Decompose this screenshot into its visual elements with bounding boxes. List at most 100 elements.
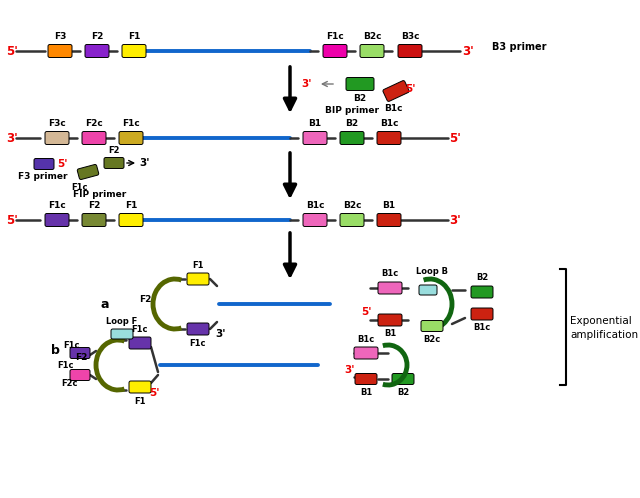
Text: F3: F3 — [54, 32, 66, 41]
FancyBboxPatch shape — [122, 44, 146, 57]
Text: F1: F1 — [128, 32, 140, 41]
FancyBboxPatch shape — [377, 131, 401, 144]
FancyBboxPatch shape — [392, 374, 414, 384]
Text: 3': 3' — [449, 214, 461, 227]
Text: F2: F2 — [76, 353, 88, 362]
FancyBboxPatch shape — [129, 337, 151, 349]
FancyBboxPatch shape — [323, 44, 347, 57]
FancyBboxPatch shape — [419, 285, 437, 295]
Text: F1: F1 — [192, 260, 204, 269]
Text: Loop B: Loop B — [416, 267, 448, 276]
Text: FIP primer: FIP primer — [74, 190, 127, 199]
FancyBboxPatch shape — [421, 321, 443, 332]
Text: B2c: B2c — [363, 32, 381, 41]
FancyBboxPatch shape — [82, 214, 106, 227]
Text: B1c: B1c — [474, 324, 491, 333]
Text: F2: F2 — [108, 146, 120, 155]
Text: 5': 5' — [6, 44, 18, 57]
Text: F3c: F3c — [48, 119, 66, 128]
Text: B2: B2 — [397, 388, 409, 397]
Text: 5': 5' — [404, 84, 415, 94]
Text: F3 primer: F3 primer — [18, 171, 67, 180]
Text: 5': 5' — [148, 388, 159, 398]
Text: B2: B2 — [353, 94, 367, 103]
Text: B3c: B3c — [401, 32, 419, 41]
Text: B2: B2 — [346, 119, 358, 128]
Text: F1c: F1c — [48, 201, 66, 210]
Text: 3': 3' — [301, 79, 312, 89]
Text: amplification: amplification — [570, 330, 638, 340]
FancyBboxPatch shape — [48, 44, 72, 57]
FancyBboxPatch shape — [398, 44, 422, 57]
Text: F1c: F1c — [122, 119, 140, 128]
Text: 5': 5' — [361, 307, 371, 317]
Text: B1: B1 — [360, 388, 372, 397]
Text: Exponential: Exponential — [570, 316, 632, 326]
Text: 3': 3' — [462, 44, 474, 57]
Text: B1: B1 — [383, 201, 396, 210]
FancyBboxPatch shape — [346, 78, 374, 91]
FancyBboxPatch shape — [111, 329, 133, 339]
Text: B1c: B1c — [357, 335, 374, 344]
FancyBboxPatch shape — [187, 323, 209, 335]
FancyBboxPatch shape — [129, 381, 151, 393]
Text: F1c: F1c — [72, 183, 88, 192]
Text: 5': 5' — [449, 131, 461, 144]
FancyBboxPatch shape — [187, 273, 209, 285]
Text: 5': 5' — [6, 214, 18, 227]
Text: F2c: F2c — [85, 119, 103, 128]
FancyBboxPatch shape — [340, 214, 364, 227]
Text: 3': 3' — [215, 329, 225, 339]
Text: B2: B2 — [476, 273, 488, 282]
Text: B1c: B1c — [306, 201, 324, 210]
Text: F2c: F2c — [61, 378, 78, 387]
Text: F2: F2 — [139, 294, 151, 303]
Text: B1: B1 — [384, 330, 396, 339]
FancyBboxPatch shape — [471, 308, 493, 320]
FancyBboxPatch shape — [360, 44, 384, 57]
Text: F1c: F1c — [58, 361, 74, 370]
Text: 3': 3' — [140, 158, 150, 168]
Text: a: a — [100, 297, 109, 310]
FancyBboxPatch shape — [45, 131, 69, 144]
Text: b: b — [51, 345, 60, 358]
FancyBboxPatch shape — [378, 282, 402, 294]
FancyBboxPatch shape — [45, 214, 69, 227]
FancyBboxPatch shape — [119, 131, 143, 144]
Text: B1c: B1c — [384, 104, 403, 113]
Text: B1c: B1c — [380, 119, 398, 128]
FancyBboxPatch shape — [119, 214, 143, 227]
FancyBboxPatch shape — [383, 81, 409, 102]
Text: 3': 3' — [6, 131, 18, 144]
FancyBboxPatch shape — [85, 44, 109, 57]
Text: 5': 5' — [57, 159, 67, 169]
FancyBboxPatch shape — [70, 348, 90, 359]
FancyBboxPatch shape — [303, 214, 327, 227]
Text: 3': 3' — [345, 365, 355, 375]
FancyBboxPatch shape — [378, 314, 402, 326]
Text: B2c: B2c — [424, 335, 440, 344]
Text: B1c: B1c — [381, 269, 399, 278]
Text: BIP primer: BIP primer — [325, 106, 379, 115]
FancyBboxPatch shape — [377, 214, 401, 227]
FancyBboxPatch shape — [82, 131, 106, 144]
FancyBboxPatch shape — [104, 157, 124, 168]
Text: F2: F2 — [91, 32, 103, 41]
FancyBboxPatch shape — [303, 131, 327, 144]
FancyBboxPatch shape — [355, 374, 377, 384]
FancyBboxPatch shape — [354, 347, 378, 359]
Text: B2c: B2c — [343, 201, 361, 210]
FancyBboxPatch shape — [34, 158, 54, 169]
Text: B3 primer: B3 primer — [492, 42, 547, 52]
Text: F1: F1 — [134, 396, 146, 405]
Text: F1c: F1c — [132, 325, 148, 334]
FancyBboxPatch shape — [471, 286, 493, 298]
Text: Loop F: Loop F — [106, 317, 138, 326]
FancyBboxPatch shape — [70, 370, 90, 380]
FancyBboxPatch shape — [340, 131, 364, 144]
Text: F1c: F1c — [64, 341, 80, 350]
Text: B1: B1 — [308, 119, 321, 128]
Text: F1: F1 — [125, 201, 137, 210]
Text: F1c: F1c — [326, 32, 344, 41]
FancyBboxPatch shape — [77, 164, 99, 180]
